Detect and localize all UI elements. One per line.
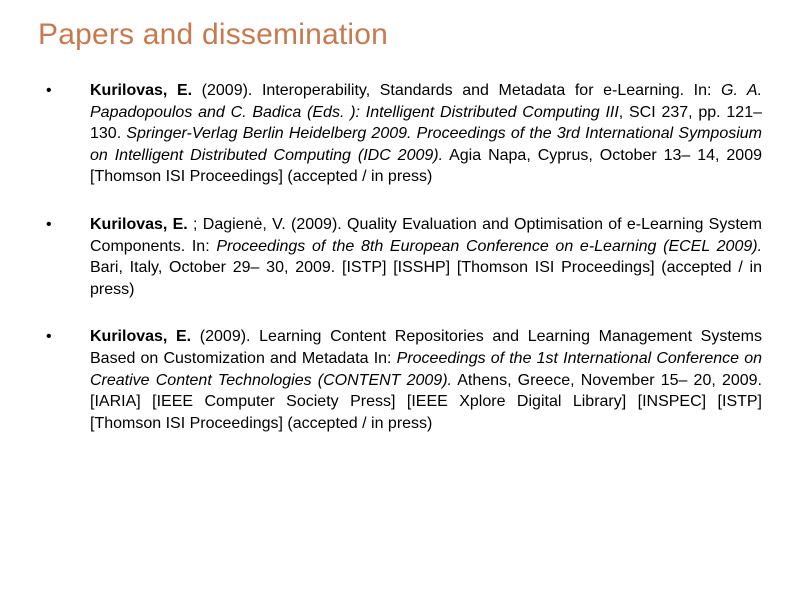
list-item: Kurilovas, E. (2009). Interoperability, … xyxy=(38,80,762,188)
author: Kurilovas, E. xyxy=(90,216,188,233)
author: Kurilovas, E. xyxy=(90,82,192,99)
list-item: Kurilovas, E. ; Dagienė, V. (2009). Qual… xyxy=(38,214,762,300)
page-title: Papers and dissemination xyxy=(38,18,762,52)
text-segment: (2009). Interoperability, Standards and … xyxy=(192,82,721,99)
author: Kurilovas, E. xyxy=(90,328,191,345)
list-item: Kurilovas, E. (2009). Learning Content R… xyxy=(38,326,762,434)
papers-list: Kurilovas, E. (2009). Interoperability, … xyxy=(38,80,762,434)
text-italic: Proceedings of the 8th European Conferen… xyxy=(216,238,762,255)
text-segment: Bari, Italy, October 29– 30, 2009. [ISTP… xyxy=(90,259,762,298)
slide: Papers and dissemination Kurilovas, E. (… xyxy=(0,0,800,600)
